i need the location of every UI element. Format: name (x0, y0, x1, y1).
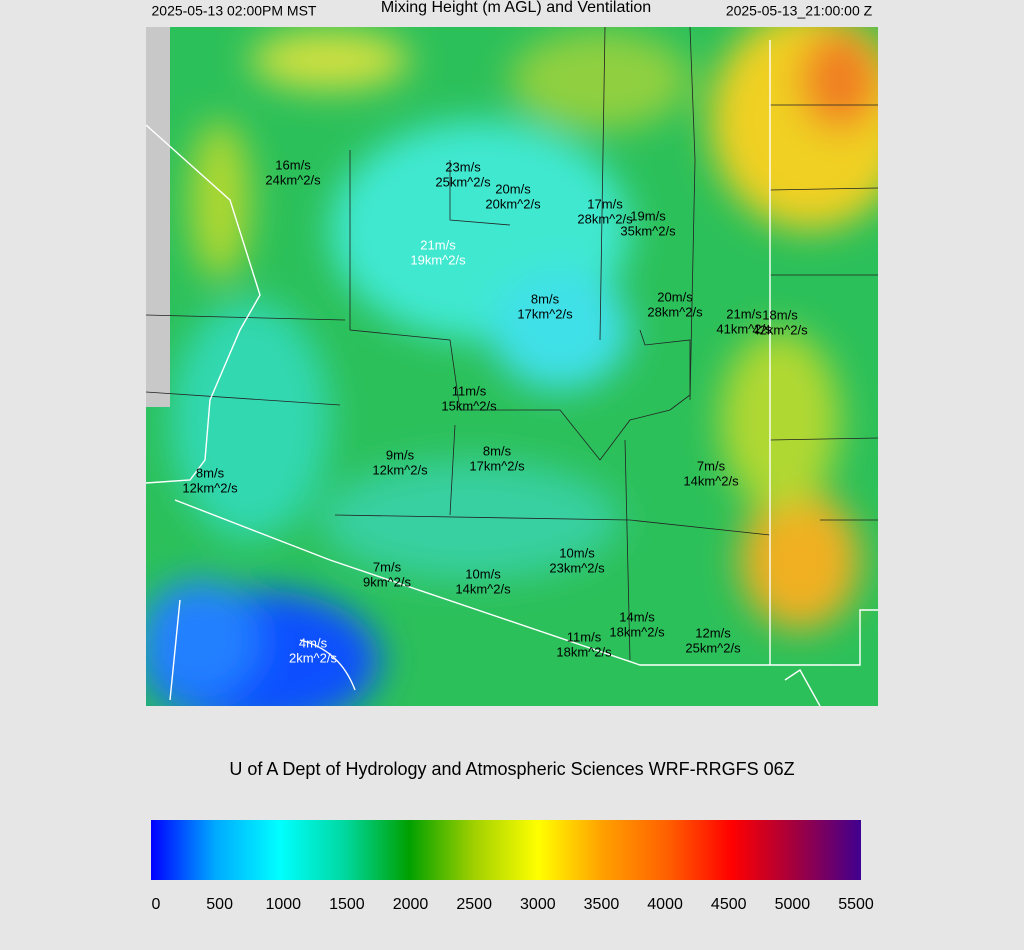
wind-speed-label: 10m/s (465, 566, 501, 581)
ventilation-label: 15km^2/s (441, 398, 497, 413)
colorbar-tick-label: 1500 (329, 896, 365, 913)
wind-speed-label: 12m/s (695, 625, 731, 640)
wind-speed-label: 11m/s (452, 383, 487, 398)
ventilation-label: 9km^2/s (363, 574, 412, 589)
ventilation-label: 14km^2/s (683, 473, 739, 488)
wind-speed-label: 10m/s (559, 545, 595, 560)
wind-speed-label: 9m/s (386, 447, 415, 462)
colorbar-tick-label: 2500 (456, 896, 492, 913)
valid-local: 2025-05-13 02:00PM MST (152, 3, 317, 19)
wind-speed-label: 21m/s (726, 306, 762, 321)
ventilation-label: 28km^2/s (577, 211, 633, 226)
wind-speed-label: 8m/s (196, 465, 225, 480)
wind-speed-label: 18m/s (762, 307, 798, 322)
colorbar-tick-label: 0 (152, 896, 161, 913)
ventilation-label: 24km^2/s (265, 172, 321, 187)
ventilation-label: 17km^2/s (517, 306, 573, 321)
valid-utc: 2025-05-13_21:00:00 Z (726, 3, 873, 19)
ventilation-label: 17km^2/s (469, 458, 525, 473)
ventilation-label: 12km^2/s (182, 480, 238, 495)
title: Mixing Height (m AGL) and Ventilation (381, 0, 651, 16)
colorbar-tick-label: 4000 (647, 896, 683, 913)
wind-speed-label: 11m/s (567, 629, 602, 644)
ventilation-label: 35km^2/s (620, 223, 676, 238)
wind-speed-label: 8m/s (531, 291, 560, 306)
ventilation-label: 25km^2/s (435, 174, 491, 189)
wind-speed-label: 20m/s (657, 289, 693, 304)
wind-speed-label: 7m/s (373, 559, 402, 574)
colorbar (151, 820, 861, 880)
ventilation-label: 20km^2/s (485, 196, 541, 211)
ventilation-label: 41km^2/s (716, 321, 772, 336)
wind-speed-label: 7m/s (697, 458, 726, 473)
colorbar-tick-label: 500 (206, 896, 233, 913)
colorbar-tick-label: 4500 (711, 896, 747, 913)
wind-speed-label: 14m/s (619, 609, 655, 624)
wind-speed-label: 8m/s (483, 443, 512, 458)
wind-speed-label: 16m/s (275, 157, 311, 172)
ventilation-label: 28km^2/s (647, 304, 703, 319)
wind-speed-label: 23m/s (445, 159, 481, 174)
map (146, 27, 878, 706)
ventilation-label: 25km^2/s (685, 640, 741, 655)
ventilation-label: 18km^2/s (556, 644, 612, 659)
wind-speed-label: 4m/s (299, 635, 328, 650)
credit: U of A Dept of Hydrology and Atmospheric… (229, 759, 794, 779)
ventilation-label: 19km^2/s (410, 252, 466, 267)
wind-speed-label: 21m/s (420, 237, 456, 252)
colorbar-tick-label: 5000 (775, 896, 811, 913)
colorbar-tick-label: 3500 (584, 896, 620, 913)
colorbar-tick-label: 1000 (265, 896, 301, 913)
ventilation-label: 2km^2/s (289, 650, 338, 665)
colorbar-tick-label: 5500 (838, 896, 874, 913)
colorbar-tick-label: 2000 (393, 896, 429, 913)
ventilation-label: 23km^2/s (549, 560, 605, 575)
wind-speed-label: 20m/s (495, 181, 531, 196)
ventilation-label: 42km^2/s (752, 322, 808, 337)
wind-speed-label: 17m/s (587, 196, 623, 211)
ventilation-label: 18km^2/s (609, 624, 665, 639)
ventilation-label: 14km^2/s (455, 581, 511, 596)
ventilation-label: 12km^2/s (372, 462, 428, 477)
wind-speed-label: 19m/s (630, 208, 666, 223)
colorbar-tick-label: 3000 (520, 896, 556, 913)
